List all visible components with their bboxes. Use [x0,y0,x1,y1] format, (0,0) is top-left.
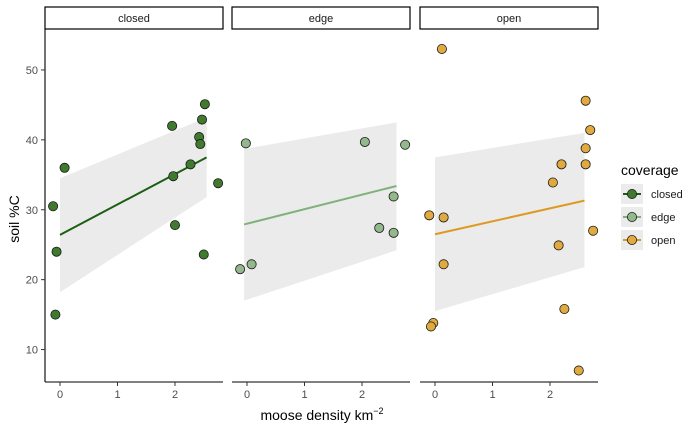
legend-point-closed [627,188,638,199]
facet-strip-label-open: open [497,13,521,25]
data-point-closed [167,120,178,131]
facet-strip-label-edge: edge [309,13,333,25]
data-point-open [573,365,584,376]
data-point-edge [388,227,399,238]
legend: coverage closed edge open [621,162,683,250]
data-point-open [588,225,599,236]
data-point-open [580,143,591,154]
legend-title: coverage [621,162,679,178]
data-point-open [580,159,591,170]
data-point-closed [48,201,59,212]
data-point-closed [195,139,206,150]
data-point-open [580,95,591,106]
x-axis-title-superscript: −2 [373,406,383,416]
data-point-open [553,240,564,251]
data-point-closed [169,220,180,231]
x-tick-label: 1 [489,389,495,401]
data-point-closed [50,309,61,320]
y-axis-title: soil %C [6,195,22,242]
x-tick-label: 2 [359,389,365,401]
y-tick-label: 30 [26,205,38,217]
facet-strip-edge [231,6,411,30]
facet-strip-closed [44,6,224,30]
data-point-edge [374,222,385,233]
data-point-closed [185,159,196,170]
legend-point-open [627,234,638,245]
data-point-closed [213,178,224,189]
data-point-open [559,304,570,315]
facet-open: open [419,6,599,376]
data-point-closed [197,114,208,125]
y-tick-label: 40 [26,135,38,147]
legend-label-edge: edge [651,212,675,224]
x-tick-label: 1 [114,389,120,401]
x-axis-title: moose density km−2 [260,406,383,423]
data-point-closed [168,171,179,182]
confidence-band-edge [244,122,397,301]
x-axis-title-text: moose density km [260,407,373,423]
confidence-band-closed [60,117,207,293]
data-point-edge [359,136,370,147]
x-tick-label: 2 [172,389,178,401]
legend-point-edge [627,211,638,222]
fit-line-open [434,199,585,236]
facet-closed: closed [44,6,224,320]
data-point-closed [51,246,62,257]
x-tick-label: 0 [57,389,63,401]
fit-line-edge [243,185,397,226]
legend-label-open: open [651,235,675,247]
confidence-band-open [435,132,585,312]
data-point-closed [199,99,210,110]
data-point-open [424,210,435,221]
x-tick-label: 0 [432,389,438,401]
y-tick-label: 10 [26,345,38,357]
facet-strip-label-closed: closed [118,13,150,25]
data-point-edge [235,264,246,275]
y-tick-label: 20 [26,275,38,287]
data-point-open [425,321,436,332]
data-point-open [547,177,558,188]
data-point-open [556,159,567,170]
fit-line-closed [59,156,208,236]
x-axes: 0 1 2 0 1 2 0 1 2 [45,381,598,401]
data-point-edge [388,191,399,202]
data-point-edge [240,138,251,149]
x-tick-label: 2 [547,389,553,401]
data-point-open [438,212,449,223]
x-tick-label: 1 [301,389,307,401]
data-point-open [436,43,447,54]
data-point-open [585,125,596,136]
data-point-closed [59,162,70,173]
data-point-open [438,259,449,270]
data-point-edge [246,259,257,270]
facet-edge: edge [231,6,411,301]
legend-label-closed: closed [651,189,683,201]
facet-strip-open [419,6,599,30]
y-axis: 10 20 30 40 50 [26,29,46,382]
data-point-closed [198,249,209,260]
data-point-edge [400,139,411,150]
y-tick-label: 50 [26,65,38,77]
x-tick-label: 0 [244,389,250,401]
facet-panels: closed edge open [44,6,599,376]
